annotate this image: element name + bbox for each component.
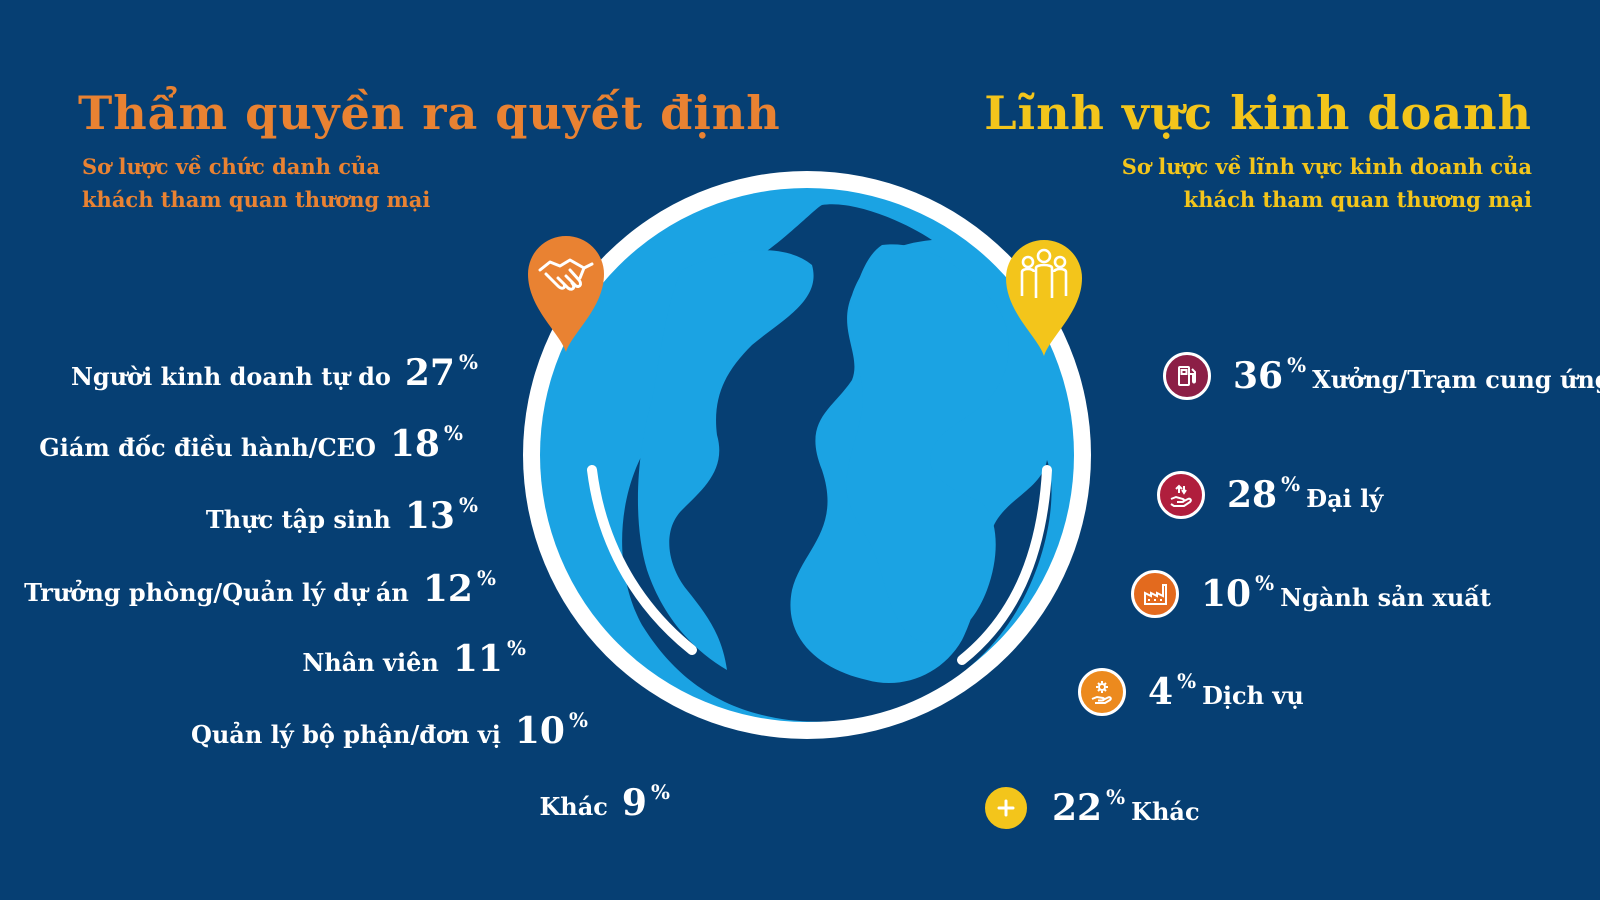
business-field-value: 36	[1233, 355, 1284, 397]
percent-sign: %	[1177, 669, 1197, 693]
people-group-icon	[1020, 248, 1068, 298]
list-item: Quản lý bộ phận/đơn vị 10 %	[190, 708, 588, 752]
percent-sign: %	[506, 636, 526, 660]
list-item: 22 % Khác	[982, 784, 1200, 832]
percent-sign: %	[650, 780, 670, 804]
decision-authority-subtitle: Sơ lược về chức danh của khách tham quan…	[82, 150, 430, 216]
business-field-label: Khác	[1131, 797, 1200, 826]
percent-sign: %	[1255, 571, 1275, 595]
plus-icon	[982, 784, 1030, 832]
list-item: Giám đốc điều hành/CEO 18 %	[39, 421, 463, 465]
list-item: Trưởng phòng/Quản lý dự án 12 %	[24, 566, 496, 610]
business-field-label: Dịch vụ	[1202, 681, 1304, 710]
service-gear-hand-icon	[1078, 668, 1126, 716]
job-title-value: 12	[422, 568, 473, 610]
subtitle-line: khách tham quan thương mại	[1183, 187, 1532, 212]
decision-authority-title: Thẩm quyền ra quyết định	[78, 86, 781, 140]
job-title-label: Trưởng phòng/Quản lý dự án	[24, 578, 409, 607]
list-item: Người kinh doanh tự do 27 %	[70, 350, 478, 394]
percent-sign: %	[568, 708, 588, 732]
handshake-pin	[528, 236, 604, 352]
list-item: 4 % Dịch vụ	[1078, 668, 1304, 716]
job-title-label: Quản lý bộ phận/đơn vị	[190, 720, 501, 749]
job-title-value: 18	[389, 423, 440, 465]
list-item: Khác 9 %	[539, 780, 670, 824]
list-item: 10 % Ngành sản xuất	[1131, 570, 1491, 618]
money-hand-icon	[1157, 471, 1205, 519]
handshake-icon	[538, 258, 594, 291]
list-item: Nhân viên 11 %	[302, 636, 526, 680]
percent-sign: %	[443, 421, 463, 445]
job-title-value: 27	[404, 352, 455, 394]
job-title-label: Giám đốc điều hành/CEO	[39, 433, 376, 462]
job-title-value: 11	[452, 638, 503, 680]
job-title-label: Khác	[539, 792, 608, 821]
business-field-title: Lĩnh vực kinh doanh	[984, 86, 1532, 140]
job-title-label: Nhân viên	[302, 648, 439, 677]
business-field-value: 28	[1227, 474, 1278, 516]
percent-sign: %	[1106, 785, 1126, 809]
job-title-value: 13	[404, 495, 455, 537]
job-title-label: Thực tập sinh	[205, 505, 391, 534]
percent-sign: %	[458, 350, 478, 374]
fuel-pump-icon	[1163, 352, 1211, 400]
business-field-subtitle: Sơ lược về lĩnh vực kinh doanh của khách…	[1122, 150, 1532, 216]
list-item: Thực tập sinh 13 %	[205, 493, 478, 537]
list-item: 28 % Đại lý	[1157, 471, 1383, 519]
job-title-value: 10	[514, 710, 565, 752]
percent-sign: %	[458, 493, 478, 517]
globe-icon	[523, 171, 1091, 739]
percent-sign: %	[1287, 353, 1307, 377]
business-field-label: Xưởng/Trạm cung ứng	[1312, 365, 1600, 394]
business-field-label: Đại lý	[1306, 484, 1384, 513]
subtitle-line: Sơ lược về chức danh của	[82, 154, 380, 179]
factory-icon	[1131, 570, 1179, 618]
job-title-value: 9	[621, 782, 647, 824]
people-group-pin	[1006, 240, 1082, 356]
business-field-value: 10	[1201, 573, 1252, 615]
percent-sign: %	[1281, 472, 1301, 496]
subtitle-line: Sơ lược về lĩnh vực kinh doanh của	[1121, 154, 1532, 179]
business-field-value: 22	[1052, 787, 1103, 829]
list-item: 36 % Xưởng/Trạm cung ứng	[1163, 352, 1600, 400]
business-field-value: 4	[1148, 671, 1174, 713]
job-title-label: Người kinh doanh tự do	[70, 362, 391, 391]
business-field-label: Ngành sản xuất	[1280, 583, 1491, 612]
percent-sign: %	[476, 566, 496, 590]
subtitle-line: khách tham quan thương mại	[82, 187, 431, 212]
